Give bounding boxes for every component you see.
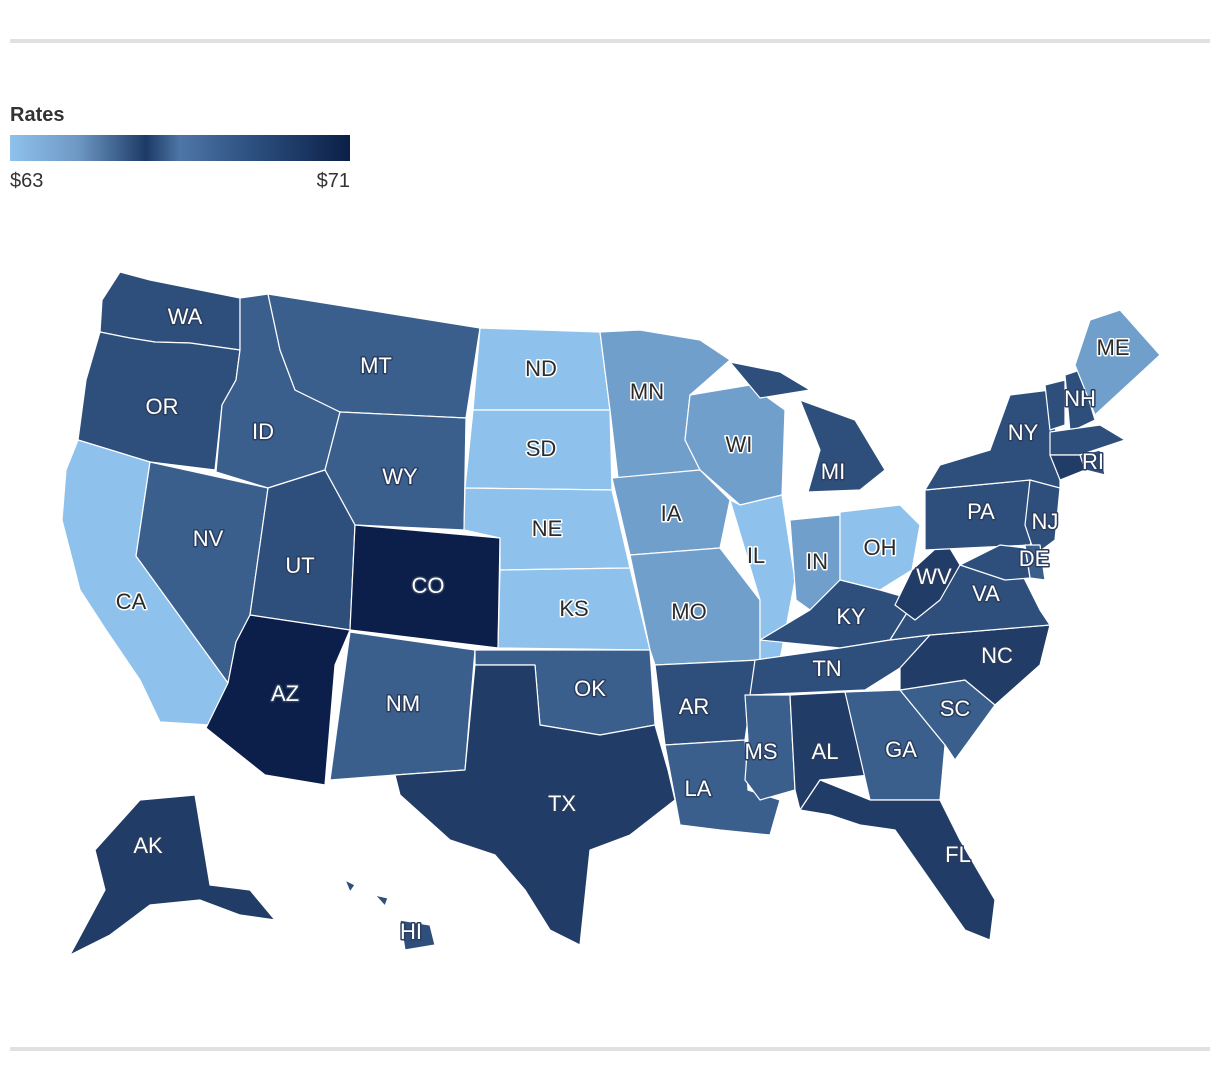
state-label-nd: ND (525, 356, 557, 381)
state-label-de: DE (1019, 546, 1050, 571)
state-label-ky: KY (836, 604, 866, 629)
state-label-ks: KS (559, 596, 588, 621)
state-label-az: AZ (271, 681, 299, 706)
state-label-wv: WV (916, 564, 952, 589)
state-label-id: ID (252, 419, 274, 444)
state-label-or: OR (146, 394, 179, 419)
state-label-wy: WY (382, 464, 418, 489)
state-label-sd: SD (526, 436, 557, 461)
state-md[interactable] (959, 544, 1031, 581)
state-nh[interactable] (1064, 369, 1096, 433)
state-wy[interactable] (324, 411, 467, 531)
state-label-fl: FL (945, 842, 971, 867)
state-label-al: AL (812, 739, 839, 764)
legend-max-label: $71 (316, 170, 350, 192)
state-label-ri: RI (1082, 449, 1104, 474)
color-legend: Rates $63 $71 (10, 104, 350, 192)
state-label-ne: NE (532, 516, 563, 541)
state-label-nh: NH (1064, 386, 1096, 411)
state-label-nv: NV (193, 526, 224, 551)
state-label-oh: OH (864, 535, 897, 560)
state-label-ak: AK (133, 833, 163, 858)
state-label-hi: HI (400, 919, 422, 944)
state-nc[interactable] (899, 624, 1051, 706)
state-ak[interactable] (69, 794, 276, 956)
state-label-nc: NC (981, 643, 1013, 668)
state-label-me: ME (1097, 335, 1130, 360)
state-label-va: VA (972, 581, 1000, 606)
state-label-ga: GA (885, 737, 917, 762)
state-label-nm: NM (386, 691, 420, 716)
state-az[interactable] (205, 614, 351, 786)
top-divider (10, 39, 1210, 43)
state-label-ms: MS (745, 739, 778, 764)
state-fl[interactable] (799, 779, 996, 941)
state-label-ok: OK (574, 676, 606, 701)
state-me[interactable] (1074, 309, 1161, 416)
state-label-in: IN (806, 549, 828, 574)
state-label-il: IL (747, 543, 765, 568)
state-la[interactable] (664, 739, 781, 836)
legend-gradient-bar (10, 135, 350, 161)
state-label-mn: MN (630, 379, 664, 404)
state-ga[interactable] (844, 689, 946, 801)
legend-min-label: $63 (10, 170, 44, 192)
state-label-mt: MT (360, 353, 392, 378)
state-label-ny: NY (1008, 420, 1039, 445)
state-vt[interactable] (1044, 379, 1066, 431)
state-label-ia: IA (661, 501, 682, 526)
state-ma[interactable] (1049, 424, 1126, 456)
state-label-pa: PA (967, 499, 995, 524)
state-label-ar: AR (679, 694, 710, 719)
state-label-la: LA (685, 776, 712, 801)
state-label-co: CO (412, 573, 445, 598)
state-label-tn: TN (812, 656, 841, 681)
state-label-nj: NJ (1032, 509, 1059, 534)
state-label-mo: MO (671, 599, 706, 624)
state-ct[interactable] (1049, 454, 1086, 481)
state-label-ut: UT (285, 553, 314, 578)
legend-title: Rates (10, 104, 65, 126)
state-label-sc: SC (940, 696, 971, 721)
state-label-tx: TX (548, 791, 576, 816)
state-label-mi: MI (821, 459, 845, 484)
state-nj[interactable] (1024, 479, 1061, 556)
state-hi[interactable] (344, 879, 436, 951)
state-label-ca: CA (116, 589, 147, 614)
bottom-divider (10, 1047, 1210, 1051)
state-tx[interactable] (394, 664, 676, 946)
state-label-wi: WI (726, 432, 753, 457)
state-label-wa: WA (168, 304, 203, 329)
state-mi[interactable] (729, 361, 886, 493)
state-ny[interactable] (924, 389, 1061, 491)
state-ia[interactable] (611, 469, 731, 556)
